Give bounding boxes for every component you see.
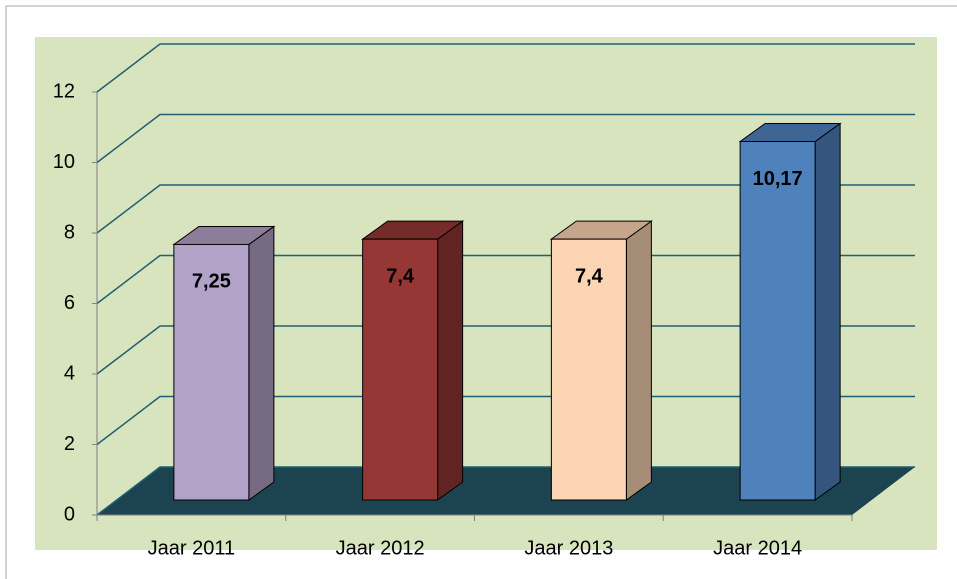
grid-line xyxy=(96,184,915,234)
bar-side xyxy=(248,225,275,501)
x-tick-label: Jaar 2012 xyxy=(336,537,425,559)
x-tick-label: Jaar 2014 xyxy=(713,537,802,559)
x-tick-label: Jaar 2013 xyxy=(524,537,613,559)
grid-line xyxy=(96,325,915,375)
bar-side xyxy=(814,122,841,501)
grid-line xyxy=(96,43,915,93)
bar xyxy=(362,238,439,501)
grid-line xyxy=(96,395,915,446)
y-tick-label: 10 xyxy=(53,151,75,173)
data-label: 7,4 xyxy=(575,265,604,287)
y-tick-label: 4 xyxy=(64,362,75,384)
grid-line xyxy=(96,113,915,164)
grid-line xyxy=(96,254,915,305)
data-label: 7,25 xyxy=(192,271,231,293)
y-tick-label: 2 xyxy=(64,433,75,455)
grid-line xyxy=(96,466,915,516)
y-tick-label: 12 xyxy=(53,80,75,102)
floor xyxy=(97,467,915,515)
x-tick-label: Jaar 2011 xyxy=(148,537,235,559)
data-label: 10,17 xyxy=(753,168,803,190)
bar-side xyxy=(437,220,464,501)
bar xyxy=(550,238,627,501)
bar xyxy=(739,141,816,501)
y-tick-label: 8 xyxy=(64,221,75,243)
bar-side xyxy=(625,220,652,501)
y-tick-label: 6 xyxy=(64,292,75,314)
y-tick-label: 0 xyxy=(64,503,75,525)
data-label: 7,4 xyxy=(386,265,415,287)
bar xyxy=(173,243,250,501)
